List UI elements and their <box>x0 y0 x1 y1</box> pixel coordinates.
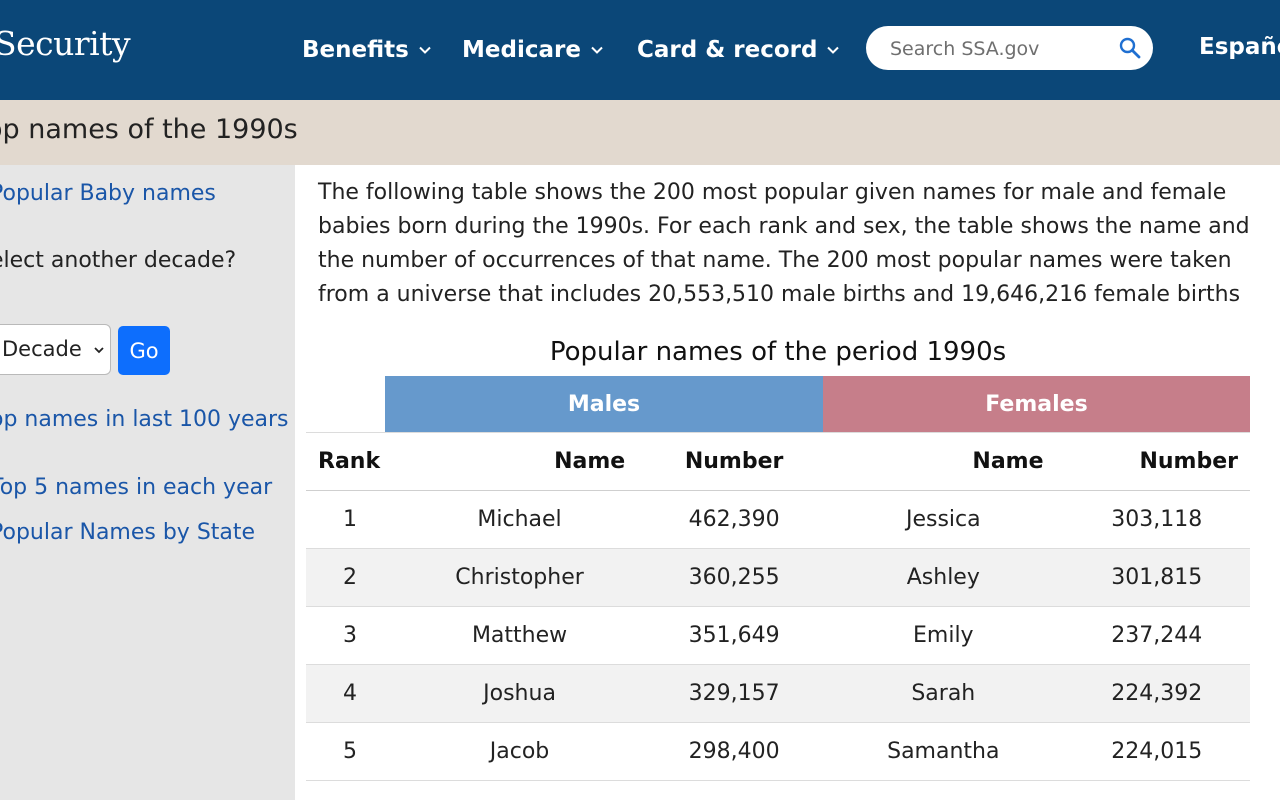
site-logo[interactable]: Security <box>0 24 131 63</box>
chevron-down-icon <box>419 46 431 54</box>
nav-benefits-label: Benefits <box>302 37 409 63</box>
chevron-down-icon <box>827 46 840 54</box>
nav-benefits[interactable]: Benefits <box>302 34 432 66</box>
rank-cell: 2 <box>306 548 394 607</box>
male-name-cell: Jacob <box>393 722 646 781</box>
table-header-row: Rank Name Number Name Number <box>306 432 1250 491</box>
nav-medicare-label: Medicare <box>462 37 581 63</box>
rank-cell: 4 <box>306 664 394 723</box>
female-name-cell: Jessica <box>823 490 1064 549</box>
intro-paragraph: The following table shows the 200 most p… <box>318 176 1258 312</box>
top-names-100-years-link[interactable]: op names in last 100 years <box>0 407 289 432</box>
col-female-number-header: Number <box>1063 432 1250 491</box>
page-title: op names of the 1990s <box>0 114 298 145</box>
chevron-down-icon <box>94 347 104 354</box>
site-header: Security Benefits Medicare Card & record… <box>0 0 1280 100</box>
female-number-cell: 224,392 <box>1063 664 1250 723</box>
female-name-cell: Ashley <box>823 548 1064 607</box>
table-row: 5 Jacob 298,400 Samantha 224,015 <box>306 722 1250 781</box>
intro-line: The following table shows the 200 most p… <box>318 180 1227 205</box>
female-name-cell: Emily <box>823 606 1064 665</box>
table-title: Popular names of the period 1990s <box>549 337 1007 367</box>
col-rank-header: Rank <box>306 432 394 491</box>
male-name-cell: Michael <box>393 490 646 549</box>
male-number-cell: 462,390 <box>645 490 824 549</box>
male-number-cell: 351,649 <box>645 606 824 665</box>
male-number-cell: 298,400 <box>645 722 824 781</box>
male-name-cell: Joshua <box>393 664 646 723</box>
male-name-cell: Christopher <box>393 548 646 607</box>
search-box <box>866 26 1153 70</box>
search-icon[interactable] <box>1118 36 1142 60</box>
nav-medicare[interactable]: Medicare <box>462 34 604 66</box>
intro-line: babies born during the 1990s. For each r… <box>318 214 1250 239</box>
table-row: 2 Christopher 360,255 Ashley 301,815 <box>306 548 1250 607</box>
decade-select-value: Decade <box>2 337 82 361</box>
top-5-names-each-year-link[interactable]: Top 5 names in each year <box>0 475 273 500</box>
nav-card-record[interactable]: Card & record <box>637 34 840 66</box>
rank-cell: 1 <box>306 490 394 549</box>
table-row: 1 Michael 462,390 Jessica 303,118 <box>306 490 1250 549</box>
sidebar: Popular Baby names elect another decade? <box>0 165 295 800</box>
popular-baby-names-link[interactable]: Popular Baby names <box>0 181 216 206</box>
table-row: 4 Joshua 329,157 Sarah 224,392 <box>306 664 1250 723</box>
female-number-cell: 224,015 <box>1063 722 1250 781</box>
select-decade-prompt: elect another decade? <box>0 248 237 273</box>
female-number-cell: 237,244 <box>1063 606 1250 665</box>
popular-names-table: Rank Name Number Name Number 1 Michael 4… <box>306 432 1250 781</box>
col-male-name-header: Name <box>393 432 646 491</box>
search-input[interactable] <box>888 34 1112 64</box>
female-number-cell: 301,815 <box>1063 548 1250 607</box>
table-row: 3 Matthew 351,649 Emily 237,244 <box>306 606 1250 665</box>
male-number-cell: 329,157 <box>645 664 824 723</box>
rank-cell: 3 <box>306 606 394 665</box>
male-number-cell: 360,255 <box>645 548 824 607</box>
col-male-number-header: Number <box>645 432 824 491</box>
intro-line: the number of occurrences of that name. … <box>318 248 1232 273</box>
chevron-down-icon <box>591 46 603 54</box>
males-group-header: Males <box>385 376 823 432</box>
rank-cell: 5 <box>306 722 394 781</box>
female-name-cell: Samantha <box>823 722 1064 781</box>
popular-names-by-state-link[interactable]: Popular Names by State <box>0 520 256 545</box>
title-band: op names of the 1990s <box>0 100 1280 165</box>
go-button[interactable]: Go <box>118 326 170 375</box>
female-name-cell: Sarah <box>823 664 1064 723</box>
col-female-name-header: Name <box>823 432 1064 491</box>
female-number-cell: 303,118 <box>1063 490 1250 549</box>
decade-select[interactable]: Decade <box>0 324 111 375</box>
nav-card-record-label: Card & record <box>637 37 818 63</box>
male-name-cell: Matthew <box>393 606 646 665</box>
intro-line: from a universe that includes 20,553,510… <box>318 282 1241 307</box>
females-group-header: Females <box>823 376 1250 432</box>
